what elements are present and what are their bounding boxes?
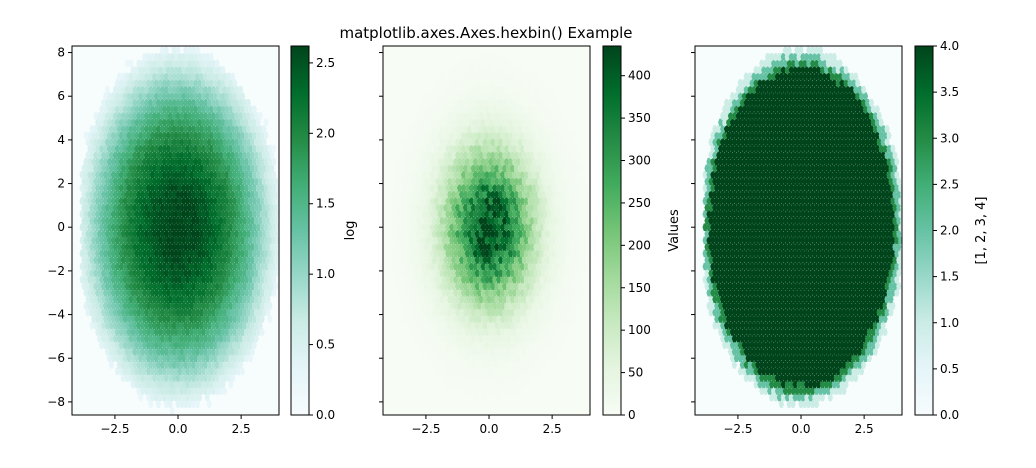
x-tick-label: −2.5 <box>411 422 440 436</box>
colorbar-tick-label: 250 <box>628 196 651 210</box>
y-tick-label: 4 <box>57 133 65 147</box>
colorbar-tick-label: 1.0 <box>316 267 335 281</box>
y-tick-label: 2 <box>57 177 65 191</box>
y-tick-label: −2 <box>47 264 65 278</box>
y-tick-label: −4 <box>47 308 65 322</box>
colorbar-tick-label: 400 <box>628 69 651 83</box>
colorbar-tick-label: 300 <box>628 154 651 168</box>
colorbar-tick-label: 2.5 <box>316 56 335 70</box>
colorbar-tick-label: 0.5 <box>316 338 335 352</box>
colorbar-tick-label: 350 <box>628 111 651 125</box>
colorbar-tick-label: 100 <box>628 323 651 337</box>
hexbin-cell <box>279 223 284 231</box>
colorbar-label: log <box>343 221 358 241</box>
x-tick-label: 0.0 <box>479 422 498 436</box>
x-tick-label: 0.0 <box>168 422 187 436</box>
colorbar-label: Values <box>667 209 682 252</box>
x-tick-label: −2.5 <box>100 422 129 436</box>
y-tick-label: −6 <box>47 351 65 365</box>
colorbar-tick-label: 2.0 <box>316 126 335 140</box>
x-tick-label: 2.5 <box>232 422 251 436</box>
y-tick-label: −8 <box>47 395 65 409</box>
colorbar-tick-label: 150 <box>628 281 651 295</box>
colorbar-tick-label: 200 <box>628 238 651 252</box>
colorbar-tick-label: 0 <box>628 408 636 422</box>
x-tick-label: 2.5 <box>543 422 562 436</box>
y-tick-label: 8 <box>57 46 65 60</box>
colorbar-tick-label: 1.5 <box>316 197 335 211</box>
colorbar-tick-label: 0.0 <box>316 408 335 422</box>
colorbar-gradient <box>603 46 621 415</box>
colorbar-tick-label: 50 <box>628 366 643 380</box>
colorbar-values: 0 50 100 150 200 250 300 350 400 Values <box>603 46 682 422</box>
y-tick-label: 0 <box>57 220 65 234</box>
colorbar-log: 0.0 0.5 1.0 1.5 2.0 2.5 log <box>291 46 358 422</box>
y-tick-label: 6 <box>57 89 65 103</box>
colorbar-gradient <box>291 46 309 415</box>
